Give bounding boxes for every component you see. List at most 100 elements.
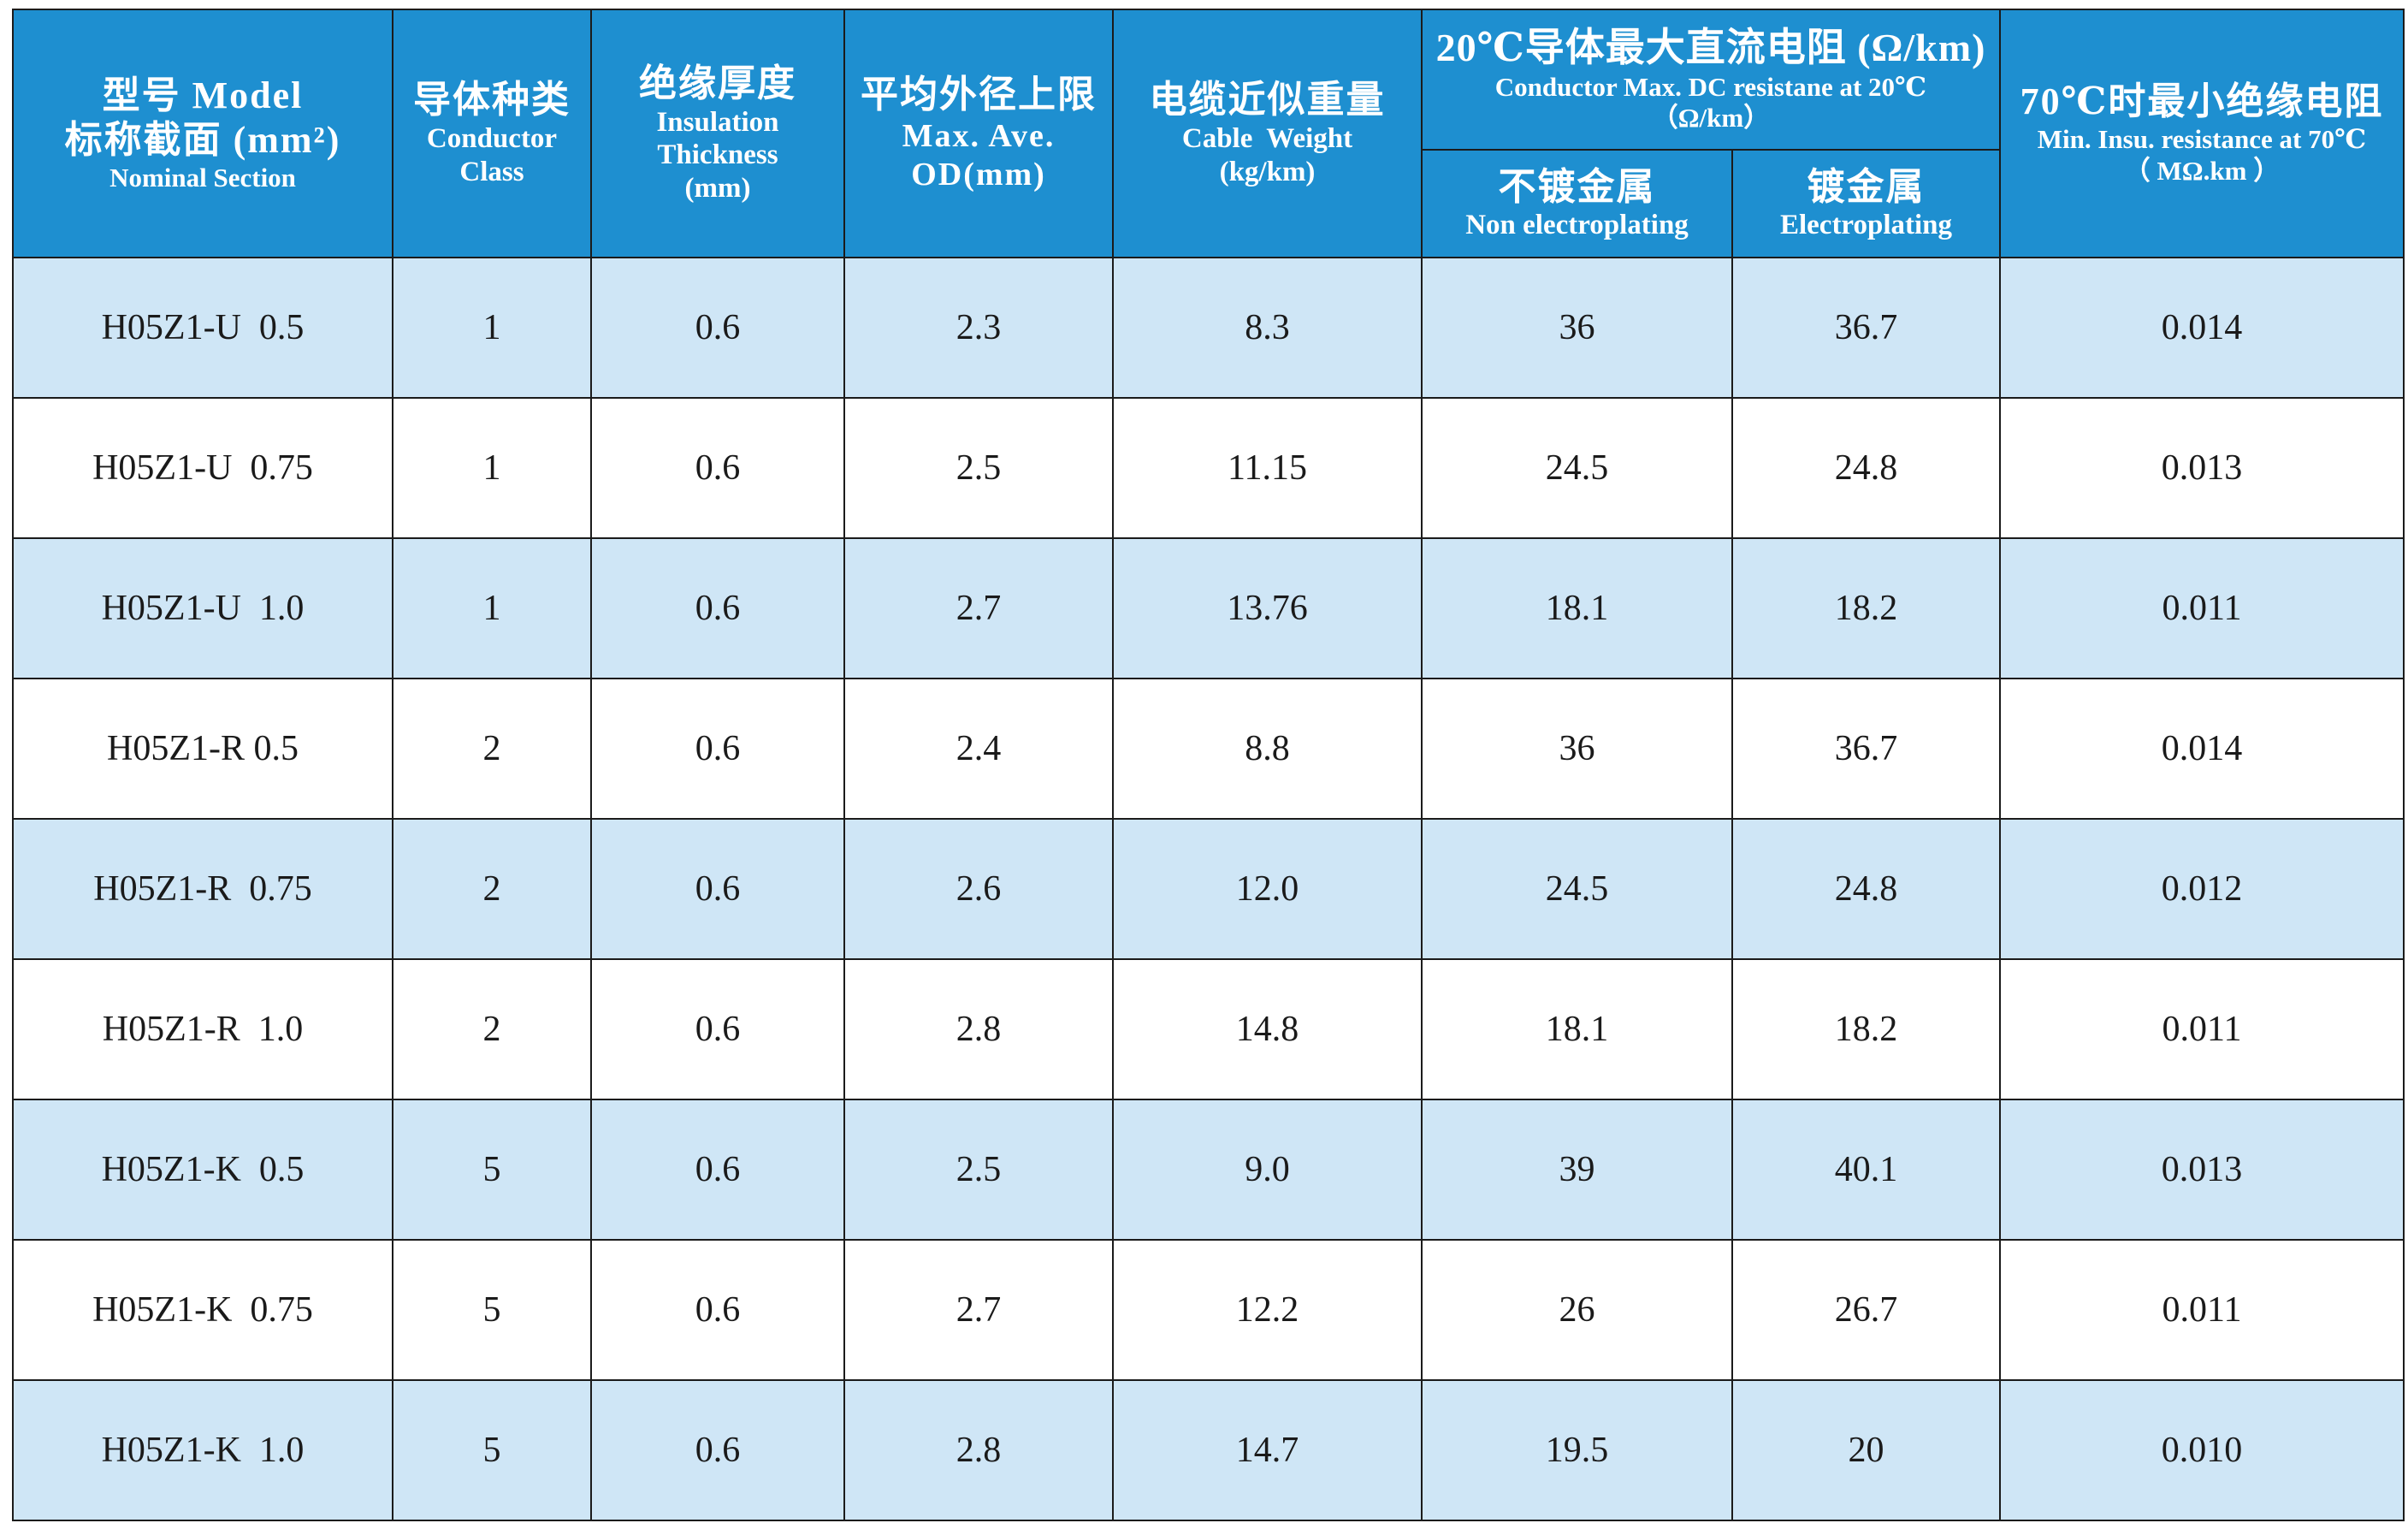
header-od: 平均外径上限 Max. Ave. OD(mm) (843, 9, 1114, 258)
cell-weight: 12.2 (1112, 1239, 1423, 1381)
cell-insulation: 0.6 (590, 958, 845, 1100)
header-resistance-en: Conductor Max. DC resistane at 20℃ (1494, 71, 1927, 102)
header-conductor-en2: Class (459, 156, 524, 187)
cell-weight: 14.7 (1112, 1379, 1423, 1521)
cell-non-plating: 36 (1421, 678, 1733, 820)
header-electroplating: 镀金属 Electroplating (1731, 149, 2001, 258)
table-header: 型号 Model 标称截面 (mm²) Nominal Section 导体种类… (12, 9, 2405, 258)
cell-insulation: 0.6 (590, 257, 845, 399)
table-row: H05Z1-R 0.5 2 0.6 2.4 8.8 36 36.7 0.014 (12, 678, 2405, 820)
cell-od: 2.8 (843, 1379, 1114, 1521)
cell-class: 1 (392, 257, 592, 399)
header-weight-en: Cable Weight (1181, 123, 1353, 155)
cell-model: H05Z1-R 0.5 (12, 678, 393, 820)
cell-weight: 8.8 (1112, 678, 1423, 820)
cell-insulation: 0.6 (590, 678, 845, 820)
header-conductor-en: Conductor (426, 123, 558, 155)
spec-sheet: 型号 Model 标称截面 (mm²) Nominal Section 导体种类… (12, 9, 2405, 1526)
header-insulation-unit: (mm) (684, 173, 751, 204)
cell-insulation: 0.6 (590, 1099, 845, 1241)
cell-non-plating: 18.1 (1421, 537, 1733, 679)
cell-weight: 11.15 (1112, 397, 1423, 539)
header-weight: 电缆近似重量 Cable Weight (kg/km) (1112, 9, 1423, 258)
cell-class: 5 (392, 1379, 592, 1521)
table-row: H05Z1-R 1.0 2 0.6 2.8 14.8 18.1 18.2 0.0… (12, 958, 2405, 1100)
cell-od: 2.3 (843, 257, 1114, 399)
cell-model: H05Z1-K 0.75 (12, 1239, 393, 1381)
cell-non-plating: 24.5 (1421, 397, 1733, 539)
cell-insulation: 0.6 (590, 818, 845, 960)
cell-non-plating: 26 (1421, 1239, 1733, 1381)
cell-non-plating: 39 (1421, 1099, 1733, 1241)
table-body: H05Z1-U 0.5 1 0.6 2.3 8.3 36 36.7 0.014 … (12, 257, 2405, 1521)
cell-insu-res: 0.013 (1999, 1099, 2405, 1241)
cell-non-plating: 36 (1421, 257, 1733, 399)
header-insu-res-zh: 70℃时最小绝缘电阻 (2020, 80, 2384, 123)
header-conductor-class: 导体种类 Conductor Class (392, 9, 592, 258)
cell-insu-res: 0.013 (1999, 397, 2405, 539)
cell-insu-res: 0.011 (1999, 537, 2405, 679)
header-model-zh: 型号 Model (102, 74, 304, 116)
cell-plating: 36.7 (1731, 257, 2001, 399)
cell-insu-res: 0.010 (1999, 1379, 2405, 1521)
cell-weight: 12.0 (1112, 818, 1423, 960)
cell-insulation: 0.6 (590, 537, 845, 679)
cell-model: H05Z1-R 1.0 (12, 958, 393, 1100)
cell-class: 1 (392, 537, 592, 679)
header-model: 型号 Model 标称截面 (mm²) Nominal Section (12, 9, 393, 258)
header-model-zh2: 标称截面 (mm²) (64, 118, 341, 161)
header-resistance-unit: （Ω/km） (1651, 103, 1771, 133)
cell-insulation: 0.6 (590, 1239, 845, 1381)
header-weight-unit: (kg/km) (1219, 156, 1316, 187)
cell-insulation: 0.6 (590, 1379, 845, 1521)
header-model-en: Nominal Section (109, 162, 296, 193)
header-insulation-en2: Thickness (657, 139, 778, 171)
cell-model: H05Z1-U 0.5 (12, 257, 393, 399)
header-insulation: 绝缘厚度 Insulation Thickness (mm) (590, 9, 845, 258)
header-conductor-zh: 导体种类 (413, 79, 571, 121)
cell-class: 5 (392, 1239, 592, 1381)
cell-plating: 24.8 (1731, 397, 2001, 539)
header-resistance-zh: 20℃导体最大直流电阻 (Ω/km) (1435, 26, 1986, 70)
cell-plating: 18.2 (1731, 537, 2001, 679)
cell-insu-res: 0.012 (1999, 818, 2405, 960)
header-weight-zh: 电缆近似重量 (1149, 79, 1386, 121)
table-row: H05Z1-K 0.5 5 0.6 2.5 9.0 39 40.1 0.013 (12, 1099, 2405, 1241)
header-plating-en: Electroplating (1779, 210, 1953, 241)
cell-model: H05Z1-K 1.0 (12, 1379, 393, 1521)
cell-non-plating: 18.1 (1421, 958, 1733, 1100)
header-non-plating-zh: 不镀金属 (1498, 165, 1656, 208)
cell-class: 5 (392, 1099, 592, 1241)
cell-plating: 40.1 (1731, 1099, 2001, 1241)
cell-model: H05Z1-U 1.0 (12, 537, 393, 679)
cell-insu-res: 0.014 (1999, 678, 2405, 820)
cable-spec-table: 型号 Model 标称截面 (mm²) Nominal Section 导体种类… (12, 9, 2405, 1521)
header-od-en2: OD(mm) (911, 156, 1046, 193)
header-non-plating-en: Non electroplating (1465, 210, 1689, 241)
header-dc-resistance: 20℃导体最大直流电阻 (Ω/km) Conductor Max. DC res… (1421, 9, 2001, 151)
cell-plating: 26.7 (1731, 1239, 2001, 1381)
cell-weight: 13.76 (1112, 537, 1423, 679)
cell-od: 2.6 (843, 818, 1114, 960)
table-row: H05Z1-U 0.5 1 0.6 2.3 8.3 36 36.7 0.014 (12, 257, 2405, 399)
cell-od: 2.7 (843, 537, 1114, 679)
cell-class: 1 (392, 397, 592, 539)
cell-model: H05Z1-K 0.5 (12, 1099, 393, 1241)
cell-weight: 9.0 (1112, 1099, 1423, 1241)
cell-non-plating: 19.5 (1421, 1379, 1733, 1521)
header-non-electroplating: 不镀金属 Non electroplating (1421, 149, 1733, 258)
table-row: H05Z1-K 0.75 5 0.6 2.7 12.2 26 26.7 0.01… (12, 1239, 2405, 1381)
header-insulation-resistance: 70℃时最小绝缘电阻 Min. Insu. resistance at 70℃ … (1999, 9, 2405, 258)
cell-non-plating: 24.5 (1421, 818, 1733, 960)
cell-class: 2 (392, 958, 592, 1100)
table-row: H05Z1-K 1.0 5 0.6 2.8 14.7 19.5 20 0.010 (12, 1379, 2405, 1521)
cell-insulation: 0.6 (590, 397, 845, 539)
cell-insu-res: 0.011 (1999, 1239, 2405, 1381)
cell-insu-res: 0.011 (1999, 958, 2405, 1100)
cell-od: 2.5 (843, 397, 1114, 539)
header-od-zh: 平均外径上限 (861, 74, 1097, 116)
header-plating-zh: 镀金属 (1807, 165, 1926, 208)
cell-model: H05Z1-R 0.75 (12, 818, 393, 960)
cell-weight: 8.3 (1112, 257, 1423, 399)
cell-plating: 18.2 (1731, 958, 2001, 1100)
